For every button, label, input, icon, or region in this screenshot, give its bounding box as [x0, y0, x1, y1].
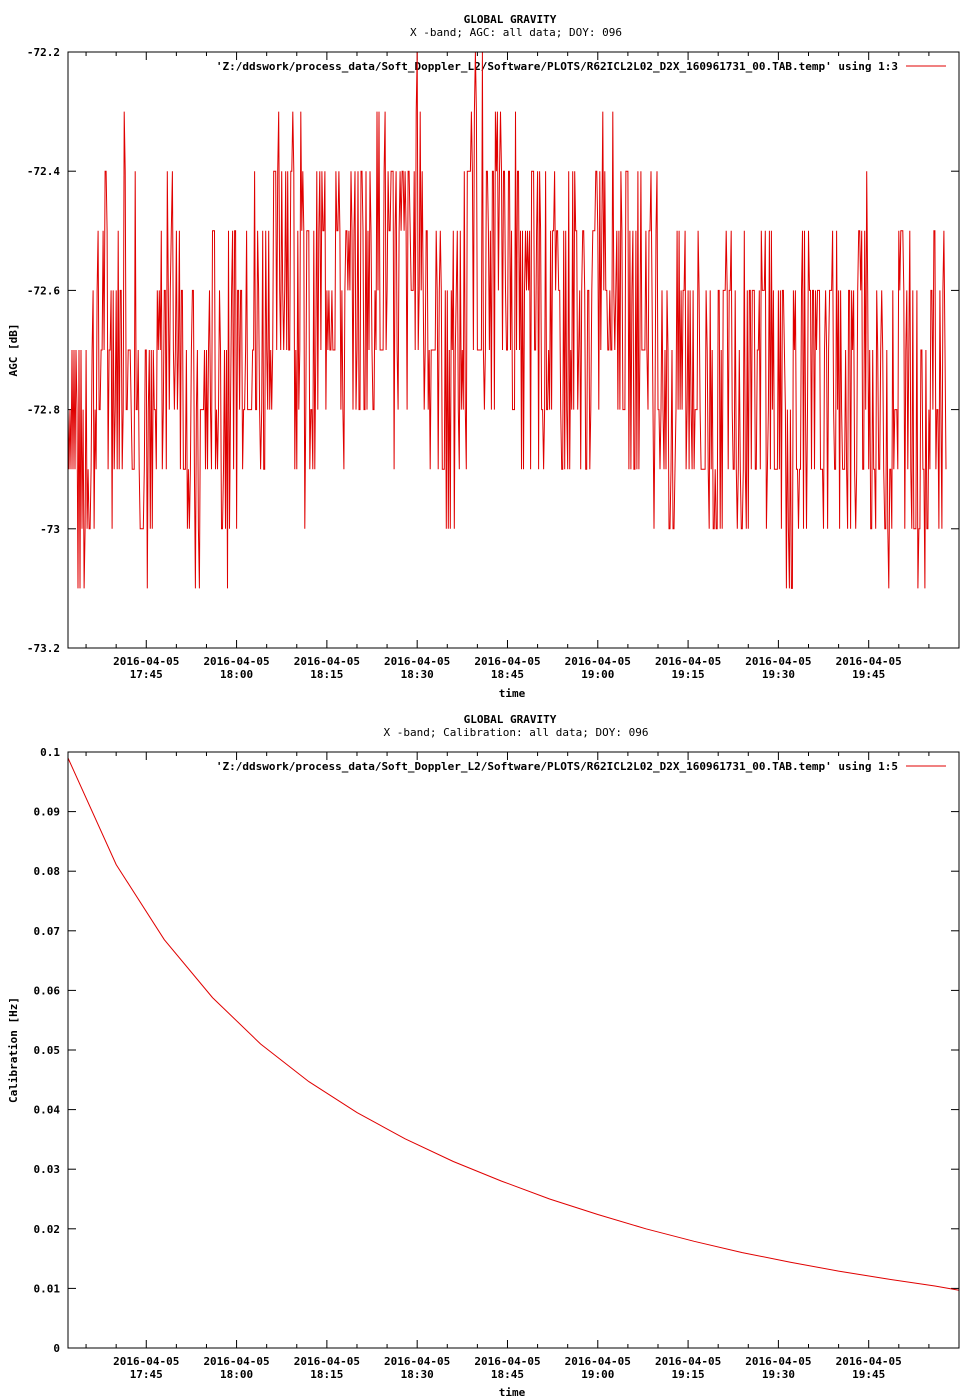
x-tick-label-time: 18:15: [310, 668, 343, 681]
y-tick-label: 0.04: [34, 1104, 61, 1117]
x-tick-label-date: 2016-04-05: [565, 655, 631, 668]
y-tick-label: 0.08: [34, 865, 61, 878]
legend-label: 'Z:/ddswork/process_data/Soft_Doppler_L2…: [216, 760, 898, 773]
x-tick-label-time: 19:15: [672, 1368, 705, 1381]
y-tick-label: 0.02: [34, 1223, 61, 1236]
y-tick-label: 0.07: [34, 925, 61, 938]
x-tick-label-date: 2016-04-05: [655, 1355, 721, 1368]
x-tick-label-time: 18:45: [491, 1368, 524, 1381]
x-tick-label-date: 2016-04-05: [294, 655, 360, 668]
x-tick-label-time: 19:00: [581, 1368, 614, 1381]
x-tick-label-time: 19:45: [852, 1368, 885, 1381]
x-tick-label-date: 2016-04-05: [565, 1355, 631, 1368]
agc-chart: GLOBAL GRAVITY X -band; AGC: all data; D…: [7, 13, 959, 700]
y-tick-label: 0.05: [34, 1044, 61, 1057]
x-tick-label-date: 2016-04-05: [203, 655, 269, 668]
x-tick-label-date: 2016-04-05: [384, 655, 450, 668]
x-tick-label-date: 2016-04-05: [384, 1355, 450, 1368]
ticks-group: 0.1 0.09 0.08 0.07 0.06 0.05 0.04 0.03 0.02 0.01 0…: [34, 746, 960, 1381]
y-tick-label: 0.09: [34, 806, 61, 819]
series-line: [68, 52, 946, 588]
x-tick-label-date: 2016-04-05: [294, 1355, 360, 1368]
x-tick-label-time: 18:30: [401, 1368, 434, 1381]
x-tick-label-time: 19:15: [672, 668, 705, 681]
x-tick-label-time: 18:00: [220, 1368, 253, 1381]
plot-frame: [68, 52, 959, 648]
legend-label: 'Z:/ddswork/process_data/Soft_Doppler_L2…: [216, 60, 898, 73]
x-tick-label-date: 2016-04-05: [474, 655, 540, 668]
y-tick-label: -72.4: [27, 165, 60, 178]
calibration-chart: GLOBAL GRAVITY X -band; Calibration: all…: [7, 713, 959, 1399]
x-tick-label-time: 18:45: [491, 668, 524, 681]
x-tick-label-time: 17:45: [130, 668, 163, 681]
x-tick-label-time: 18:15: [310, 1368, 343, 1381]
x-tick-label-date: 2016-04-05: [836, 655, 902, 668]
y-tick-label: -72.6: [27, 284, 60, 297]
series-line: [68, 758, 959, 1290]
x-tick-label-date: 2016-04-05: [745, 655, 811, 668]
x-axis-label: time: [499, 687, 526, 700]
x-tick-label-date: 2016-04-05: [655, 655, 721, 668]
y-tick-label: -73.2: [27, 642, 60, 655]
chart-title: GLOBAL GRAVITY: [464, 713, 557, 726]
y-axis-label: AGC [dB]: [7, 324, 20, 377]
x-tick-label-time: 19:30: [762, 668, 795, 681]
x-tick-label-date: 2016-04-05: [203, 1355, 269, 1368]
x-tick-label-time: 18:30: [401, 668, 434, 681]
x-tick-label-date: 2016-04-05: [474, 1355, 540, 1368]
y-tick-label: -72.8: [27, 404, 60, 417]
plot-frame: [68, 752, 959, 1348]
chart-title: GLOBAL GRAVITY: [464, 13, 557, 26]
y-axis-label: Calibration [Hz]: [7, 997, 20, 1103]
y-tick-label: -72.2: [27, 46, 60, 59]
chart-subtitle: X -band; AGC: all data; DOY: 096: [410, 26, 622, 39]
y-tick-label: 0.06: [34, 984, 61, 997]
x-tick-label-date: 2016-04-05: [113, 655, 179, 668]
y-tick-label: 0.03: [34, 1163, 61, 1176]
chart-subtitle: X -band; Calibration: all data; DOY: 096: [384, 726, 649, 739]
y-tick-label: -73: [40, 523, 60, 536]
x-tick-label-date: 2016-04-05: [113, 1355, 179, 1368]
x-tick-label-time: 18:00: [220, 668, 253, 681]
x-tick-label-time: 19:45: [852, 668, 885, 681]
y-tick-label: 0.1: [40, 746, 60, 759]
x-tick-label-time: 17:45: [130, 1368, 163, 1381]
y-tick-label: 0: [53, 1342, 60, 1355]
x-tick-label-time: 19:30: [762, 1368, 795, 1381]
y-tick-label: 0.01: [34, 1282, 61, 1295]
x-tick-label-date: 2016-04-05: [836, 1355, 902, 1368]
x-axis-label: time: [499, 1386, 526, 1399]
x-tick-label-date: 2016-04-05: [745, 1355, 811, 1368]
x-tick-label-time: 19:00: [581, 668, 614, 681]
